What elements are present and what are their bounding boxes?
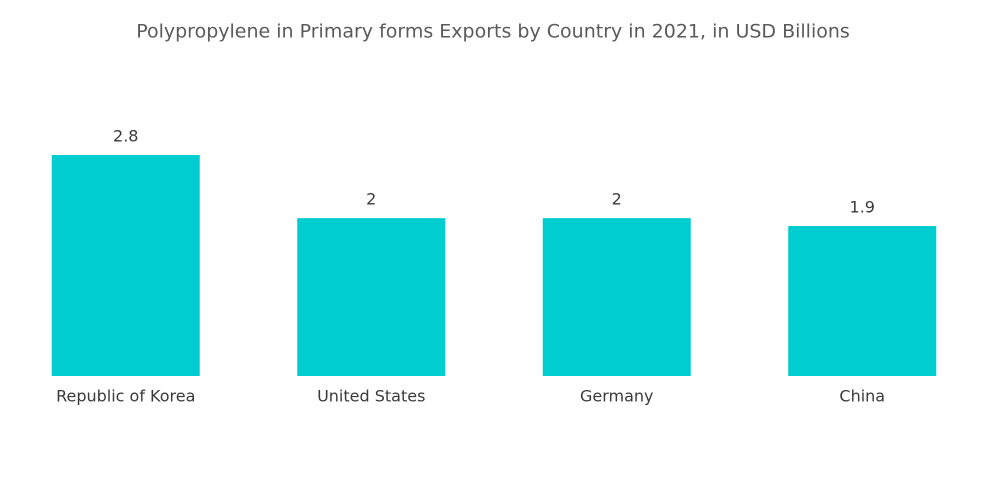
bar <box>297 218 446 376</box>
bar <box>51 155 200 376</box>
value-label: 2.8 <box>113 127 138 146</box>
x-tick-label: China <box>839 387 885 406</box>
x-tick-label: Republic of Korea <box>56 387 195 406</box>
bar <box>542 218 691 376</box>
value-label: 2 <box>366 190 376 209</box>
x-tick-label: United States <box>317 387 425 406</box>
chart-title: Polypropylene in Primary forms Exports b… <box>136 21 850 43</box>
bar <box>788 226 937 376</box>
value-label: 2 <box>612 190 622 209</box>
value-label: 1.9 <box>850 198 875 217</box>
x-tick-label: Germany <box>580 387 654 406</box>
